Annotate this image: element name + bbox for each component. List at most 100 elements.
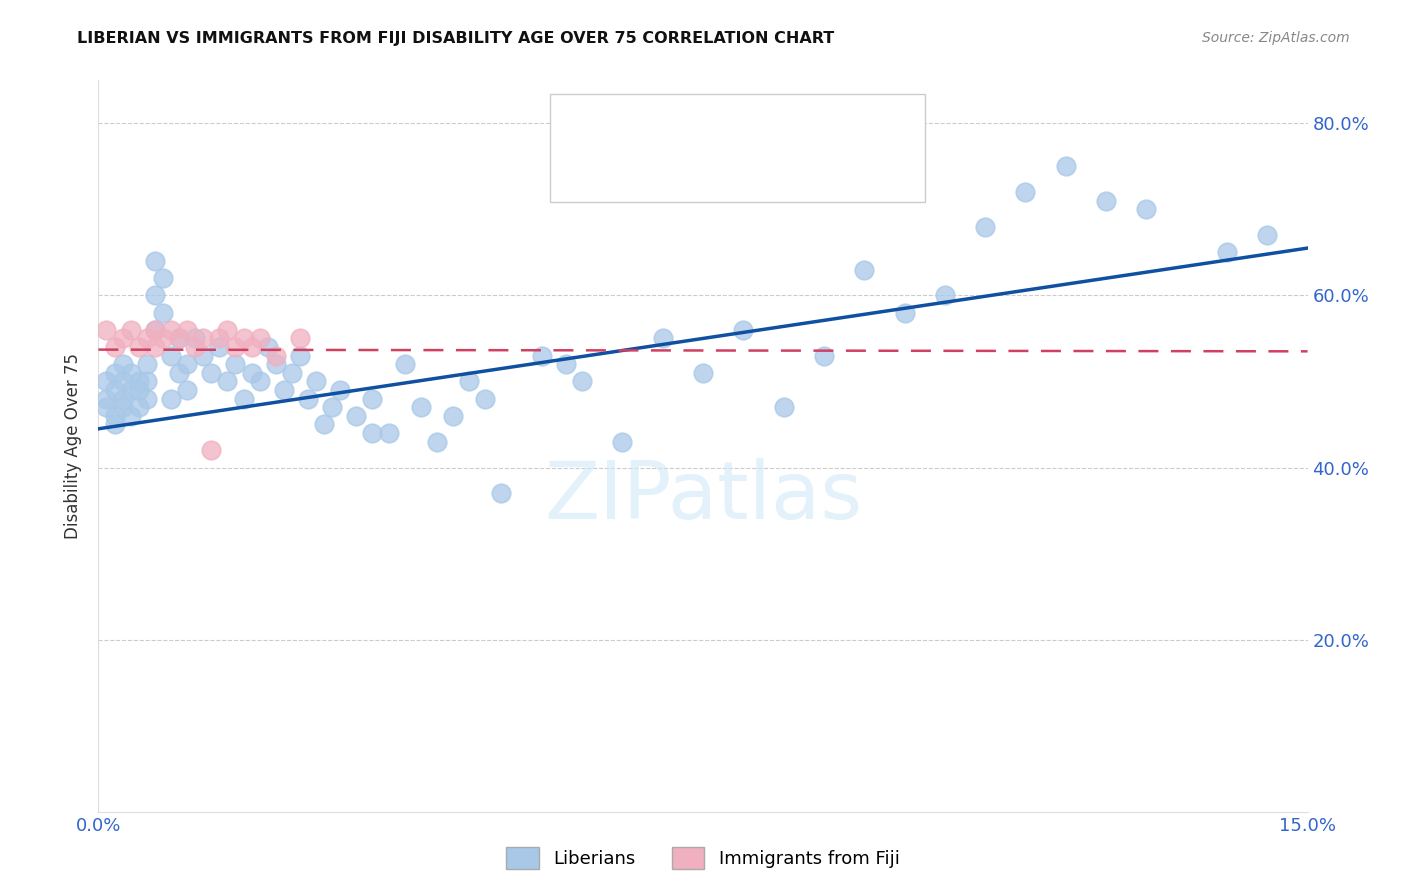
Point xyxy=(555,357,578,371)
Point xyxy=(217,375,239,389)
Point xyxy=(111,392,134,406)
Point xyxy=(111,357,134,371)
Point xyxy=(1135,202,1157,217)
Point xyxy=(128,401,150,415)
Point xyxy=(1014,185,1036,199)
Point xyxy=(200,366,222,380)
Point xyxy=(441,409,464,423)
Point xyxy=(1054,159,1077,173)
Point xyxy=(232,331,254,345)
Point xyxy=(813,349,835,363)
Point xyxy=(184,331,207,345)
Point xyxy=(120,366,142,380)
Point xyxy=(128,375,150,389)
Point xyxy=(143,288,166,302)
Point xyxy=(281,366,304,380)
Point xyxy=(143,323,166,337)
Point xyxy=(256,340,278,354)
Point xyxy=(974,219,997,234)
Point xyxy=(733,323,755,337)
Point xyxy=(135,375,157,389)
Point xyxy=(249,331,271,345)
Point xyxy=(491,486,513,500)
Y-axis label: Disability Age Over 75: Disability Age Over 75 xyxy=(65,353,83,539)
Point xyxy=(394,357,416,371)
Point xyxy=(474,392,496,406)
Point xyxy=(305,375,328,389)
Point xyxy=(103,417,125,432)
Point xyxy=(152,271,174,285)
Point xyxy=(692,366,714,380)
Point xyxy=(273,383,295,397)
Point xyxy=(120,383,142,397)
Point xyxy=(314,417,336,432)
Point xyxy=(143,340,166,354)
Point xyxy=(934,288,956,302)
Point xyxy=(152,331,174,345)
Point xyxy=(853,262,876,277)
Point xyxy=(893,305,915,319)
Point xyxy=(224,340,246,354)
Point xyxy=(143,323,166,337)
Text: ZIPatlas: ZIPatlas xyxy=(544,458,862,536)
Point xyxy=(571,375,593,389)
Point xyxy=(143,254,166,268)
Point xyxy=(160,392,183,406)
Point xyxy=(111,401,134,415)
Point xyxy=(321,401,343,415)
Point xyxy=(224,357,246,371)
Point xyxy=(152,305,174,319)
Point xyxy=(297,392,319,406)
Point xyxy=(249,375,271,389)
Point xyxy=(329,383,352,397)
Point xyxy=(288,331,311,345)
Point xyxy=(103,366,125,380)
Point xyxy=(772,401,794,415)
Text: Source: ZipAtlas.com: Source: ZipAtlas.com xyxy=(1202,31,1350,45)
Point xyxy=(208,331,231,345)
Point xyxy=(176,357,198,371)
Point xyxy=(128,340,150,354)
Point xyxy=(344,409,367,423)
Point xyxy=(458,375,481,389)
Point xyxy=(135,392,157,406)
Point xyxy=(200,443,222,458)
Point xyxy=(264,357,287,371)
Point xyxy=(160,349,183,363)
Point xyxy=(96,323,118,337)
Point xyxy=(217,323,239,337)
Point xyxy=(361,392,384,406)
Point xyxy=(409,401,432,415)
Point xyxy=(120,409,142,423)
Point xyxy=(1256,228,1278,243)
Legend: Liberians, Immigrants from Fiji: Liberians, Immigrants from Fiji xyxy=(498,838,908,879)
Point xyxy=(264,349,287,363)
Point xyxy=(1095,194,1118,208)
Point xyxy=(232,392,254,406)
Point xyxy=(193,331,215,345)
Point xyxy=(103,409,125,423)
Point xyxy=(96,392,118,406)
Point xyxy=(103,383,125,397)
Point xyxy=(208,340,231,354)
Point xyxy=(176,323,198,337)
Point xyxy=(167,366,190,380)
Point xyxy=(96,375,118,389)
Text: LIBERIAN VS IMMIGRANTS FROM FIJI DISABILITY AGE OVER 75 CORRELATION CHART: LIBERIAN VS IMMIGRANTS FROM FIJI DISABIL… xyxy=(77,31,835,46)
Point xyxy=(651,331,673,345)
Point xyxy=(193,349,215,363)
Point xyxy=(240,366,263,380)
Point xyxy=(167,331,190,345)
Point xyxy=(167,331,190,345)
Point xyxy=(160,323,183,337)
Point xyxy=(128,383,150,397)
Point xyxy=(96,401,118,415)
Point xyxy=(135,357,157,371)
Point xyxy=(288,349,311,363)
Point xyxy=(1216,245,1239,260)
Point xyxy=(103,340,125,354)
Point xyxy=(176,383,198,397)
Point xyxy=(361,426,384,441)
Point xyxy=(530,349,553,363)
Point xyxy=(135,331,157,345)
